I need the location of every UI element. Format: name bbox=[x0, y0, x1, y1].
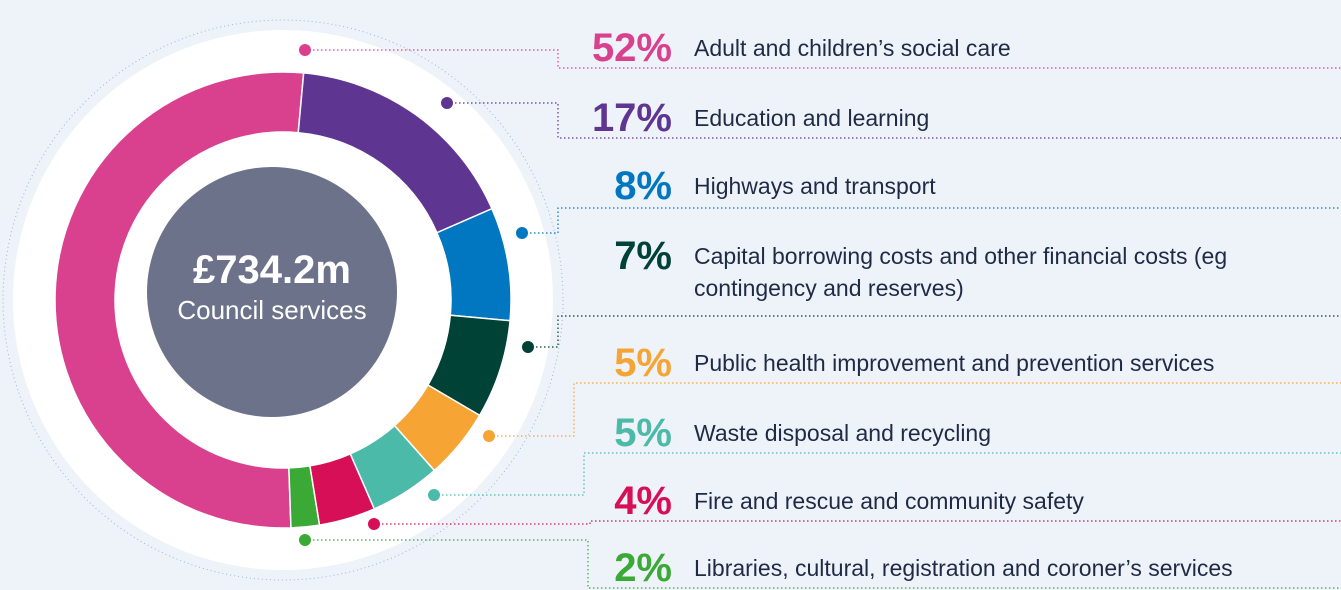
legend-label: Libraries, cultural, registration and co… bbox=[694, 555, 1233, 581]
percent-label: 8% bbox=[614, 164, 672, 208]
leader-dot bbox=[483, 430, 495, 442]
percent-label: 7% bbox=[614, 234, 672, 278]
leader-dot bbox=[441, 97, 453, 109]
center-subtitle: Council services bbox=[177, 295, 367, 325]
connector bbox=[447, 102, 1341, 139]
legend-row: 7% Capital borrowing costs and other fina… bbox=[560, 236, 1284, 304]
leader-dot bbox=[299, 44, 311, 56]
center-disc bbox=[147, 167, 397, 417]
legend-label: Capital borrowing costs and other financ… bbox=[694, 243, 1228, 301]
leader-dot bbox=[299, 534, 311, 546]
leader-dot bbox=[368, 518, 380, 530]
connector bbox=[305, 539, 1341, 589]
legend-label: Waste disposal and recycling bbox=[694, 420, 992, 446]
legend-label: Highways and transport bbox=[694, 173, 936, 199]
donut-segment bbox=[54, 71, 305, 529]
legend-row: 17% Education and learning bbox=[560, 98, 929, 138]
legend-row: 5% Public health improvement and preventi… bbox=[560, 343, 1214, 383]
legend-row: 52% Adult and children’s social care bbox=[560, 28, 1011, 68]
percent-label: 2% bbox=[614, 546, 672, 590]
legend-label: Education and learning bbox=[694, 105, 930, 131]
legend-label: Public health improvement and prevention… bbox=[694, 350, 1215, 376]
legend-row: 2% Libraries, cultural, registration and … bbox=[560, 546, 1233, 590]
connector bbox=[522, 207, 1341, 234]
legend-row: 8% Highways and transport bbox=[560, 164, 936, 208]
legend-label: Fire and rescue and community safety bbox=[694, 488, 1084, 514]
legend-row: 5% Waste disposal and recycling bbox=[560, 413, 991, 453]
donut-segment bbox=[288, 464, 321, 529]
leader-dot bbox=[522, 341, 534, 353]
legend-row: 4% Fire and rescue and community safety bbox=[560, 481, 1084, 521]
percent-label: 5% bbox=[614, 411, 672, 455]
percent-label: 5% bbox=[614, 341, 672, 385]
percent-label: 17% bbox=[591, 96, 672, 140]
percent-label: 52% bbox=[591, 26, 672, 70]
leader-dot bbox=[428, 489, 440, 501]
connector bbox=[374, 520, 1341, 525]
connector bbox=[489, 382, 1341, 437]
connector bbox=[528, 315, 1341, 348]
leader-dot bbox=[516, 227, 528, 239]
center-title: £734.2m bbox=[193, 248, 351, 292]
legend-label: Adult and children’s social care bbox=[694, 35, 1011, 61]
outer-ring bbox=[2, 19, 564, 581]
percent-label: 4% bbox=[614, 479, 672, 523]
